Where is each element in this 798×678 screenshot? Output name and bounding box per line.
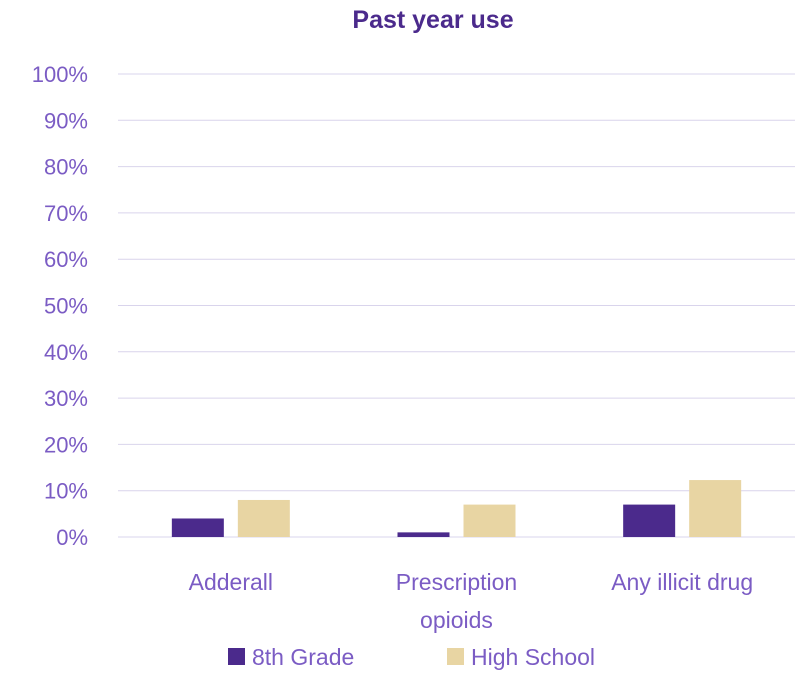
legend: 8th Grade High School xyxy=(228,644,595,670)
y-tick-label: 70% xyxy=(44,201,88,226)
chart-title: Past year use xyxy=(352,6,513,34)
x-category-label-line: opioids xyxy=(420,607,493,633)
y-tick-label: 0% xyxy=(56,525,88,550)
y-tick-label: 30% xyxy=(44,386,88,411)
x-category-label-line: Prescription xyxy=(396,569,517,595)
x-category-label-adderall: Adderall xyxy=(189,569,273,595)
legend-item-8th-grade: 8th Grade xyxy=(228,644,354,670)
bar-high-school-adderall xyxy=(237,499,290,537)
legend-label-high-school: High School xyxy=(471,644,595,670)
y-tick-label: 80% xyxy=(44,155,88,180)
bar-high-school-prescription-opioids xyxy=(463,504,516,537)
legend-label-8th-grade: 8th Grade xyxy=(252,644,354,670)
y-axis-ticks: 0% 10% 20% 30% 40% 50% 60% 70% 80% 90% 100% xyxy=(32,62,88,550)
y-tick-label: 10% xyxy=(44,479,88,504)
x-category-label-line: Adderall xyxy=(189,569,273,595)
bar-8th-grade-prescription-opioids xyxy=(397,532,450,537)
bar-8th-grade-adderall xyxy=(171,518,224,537)
y-tick-label: 60% xyxy=(44,247,88,272)
x-category-label-any-illicit-drug: Any illicit drug xyxy=(611,569,753,595)
y-tick-label: 50% xyxy=(44,294,88,319)
bar-high-school-any-illicit-drug xyxy=(689,480,742,537)
y-tick-label: 90% xyxy=(44,108,88,133)
legend-swatch-8th-grade xyxy=(228,648,245,665)
y-tick-label: 40% xyxy=(44,340,88,365)
y-tick-label: 100% xyxy=(32,62,88,87)
x-category-label-prescription-opioids: Prescription opioids xyxy=(396,569,517,633)
x-category-label-line: Any illicit drug xyxy=(611,569,753,595)
bars xyxy=(171,480,742,537)
y-tick-label: 20% xyxy=(44,432,88,457)
legend-swatch-high-school xyxy=(447,648,464,665)
bar-8th-grade-any-illicit-drug xyxy=(623,504,676,537)
legend-item-high-school: High School xyxy=(447,644,595,670)
gridlines xyxy=(118,73,795,538)
x-axis-category-labels: Adderall Prescription opioids Any illicit d… xyxy=(189,569,753,633)
